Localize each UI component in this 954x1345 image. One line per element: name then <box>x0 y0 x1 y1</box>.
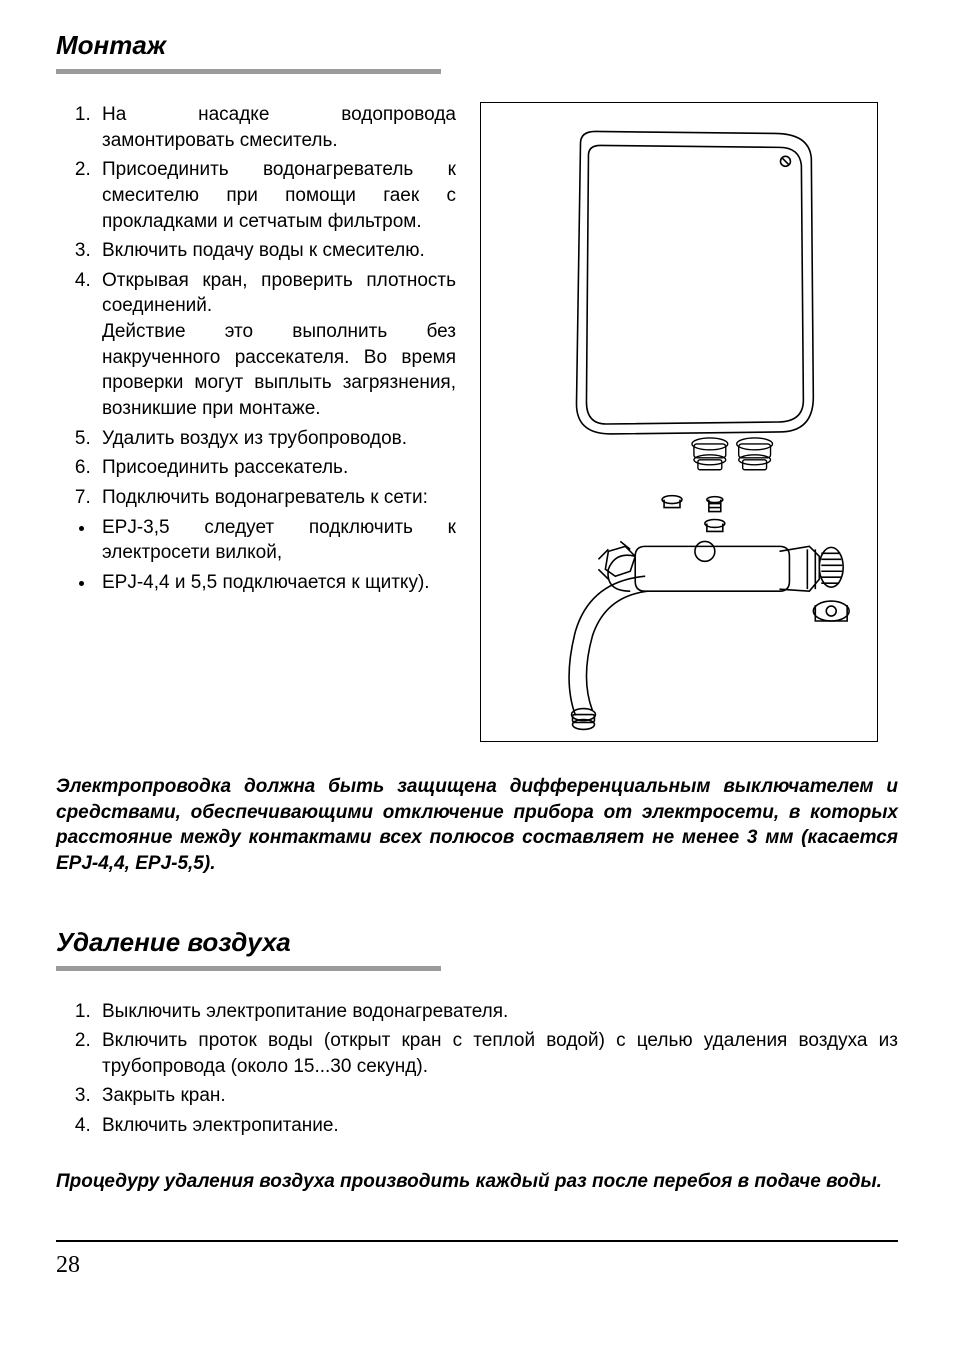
montage-bullet-list: EPJ-3,5 следует подключить к электросети… <box>56 515 456 596</box>
list-item: Выключить электропитание водонагревателя… <box>96 999 898 1025</box>
list-item: Присоединить водонагреватель к смесителю… <box>96 157 456 234</box>
list-item: EPJ-3,5 следует подключить к электросети… <box>96 515 456 566</box>
list-item: На насадке водопровода замонтировать сме… <box>96 102 456 153</box>
water-heater-diagram-icon <box>481 103 877 741</box>
list-item: Включить подачу воды к смесителю. <box>96 238 456 264</box>
list-item: Включить проток воды (открыт кран с тепл… <box>96 1028 898 1079</box>
installation-figure <box>480 102 878 742</box>
section-title-air-removal: Удаление воздуха <box>56 927 898 958</box>
section-rule <box>56 966 441 971</box>
list-item: Закрыть кран. <box>96 1083 898 1109</box>
list-item: Присоединить рассекатель. <box>96 455 456 481</box>
montage-text-column: На насадке водопровода замонтировать сме… <box>56 102 456 600</box>
list-item: Включить электропитание. <box>96 1113 898 1139</box>
list-item: EPJ-4,4 и 5,5 подключается к щитку). <box>96 570 456 596</box>
document-page: Монтаж На насадке водопровода замонтиров… <box>0 0 954 1345</box>
montage-steps-list: На насадке водопровода замонтировать сме… <box>56 102 456 511</box>
montage-two-column: На насадке водопровода замонтировать сме… <box>56 102 898 742</box>
list-item: Подключить водонагреватель к сети: <box>96 485 456 511</box>
section-rule <box>56 69 441 74</box>
list-item: Удалить воздух из трубопроводов. <box>96 426 456 452</box>
page-number: 28 <box>56 1252 898 1279</box>
section-title-montage: Монтаж <box>56 30 898 61</box>
air-removal-note: Процедуру удаления воздуха производить к… <box>56 1169 898 1195</box>
montage-warning-text: Электропроводка должна быть защищена диф… <box>56 774 898 877</box>
air-removal-steps-list: Выключить электропитание водонагревателя… <box>56 999 898 1139</box>
list-item: Открывая кран, проверить плотность соеди… <box>96 268 456 422</box>
footer-rule <box>56 1240 898 1242</box>
